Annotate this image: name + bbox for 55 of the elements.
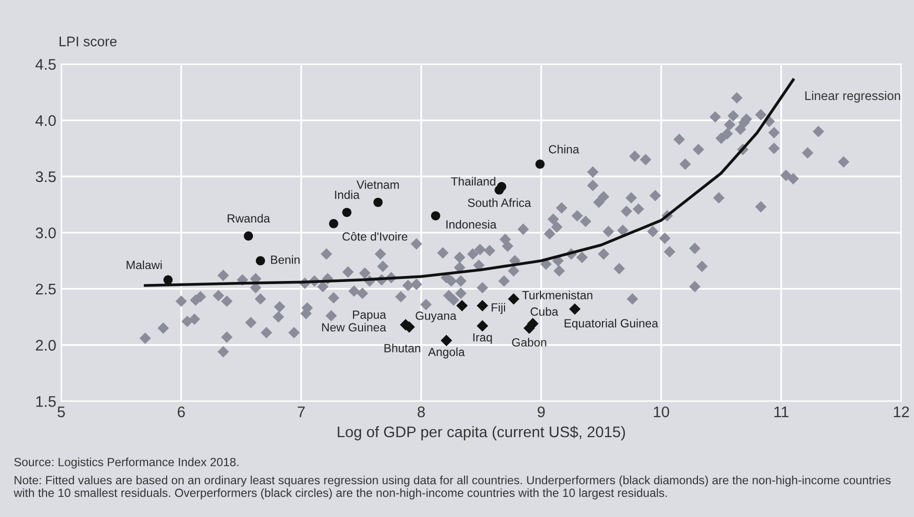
point: [256, 256, 266, 266]
x-axis-title: Log of GDP per capita (current US$, 2015): [338, 426, 625, 440]
data-label: Equatorial Guinea: [564, 318, 658, 330]
data-label: Malawi: [126, 260, 162, 270]
point: [476, 320, 488, 332]
data-label: Côte d'Ivoire: [342, 232, 408, 241]
x-tick-label: 10: [654, 406, 670, 418]
point: [440, 334, 452, 346]
data-label: Thailand: [451, 176, 496, 186]
point: [535, 160, 545, 169]
data-label: Bhutan: [384, 344, 420, 352]
point: [329, 219, 338, 228]
data-label: Benin: [271, 255, 300, 264]
x-tick-label: 7: [298, 406, 305, 418]
y-tick-label: 1.5: [36, 396, 56, 407]
data-label: Cuba: [530, 307, 558, 316]
x-tick-label: 6: [178, 406, 185, 418]
y-tick-label: 4.5: [35, 59, 56, 70]
data-label: Vietnam: [356, 180, 399, 189]
text: Note: Fitted values are based on an ordinary least squares regression using data for all countries. Underperformers (black diamonds) are the non-high-income countries with the 10 smallest residuals. Overperformers (black circles) are the non-high-income countries with the 10 largest residuals.: [14, 476, 891, 500]
x-tick-label: 8: [418, 406, 425, 418]
data-label: Rwanda: [228, 214, 270, 223]
y-tick-label: 3.5: [36, 171, 56, 182]
y-tick-label: 3.0: [36, 228, 56, 238]
data-label: Angola: [428, 347, 465, 358]
point: [508, 293, 520, 305]
point: [456, 300, 468, 312]
data-label: Turkmenistan: [522, 290, 592, 300]
point: [476, 300, 488, 312]
data-label: Guyana: [416, 312, 456, 322]
data-label: India: [335, 190, 360, 199]
point: [431, 211, 440, 220]
data-label: Iraq: [473, 333, 492, 344]
y-tick-label: 2.5: [36, 284, 56, 295]
data-label: Fiji: [492, 302, 506, 314]
point: [342, 208, 352, 218]
data-label: China: [548, 144, 580, 154]
data-label: Papua New Guinea: [322, 310, 386, 332]
y-tick-label: 4.0: [35, 115, 56, 126]
series-label: Linear regression: [805, 90, 900, 103]
point: [244, 231, 254, 241]
x-tick-label: 11: [774, 406, 788, 418]
point: [373, 198, 383, 207]
y-tick-label: 2.0: [36, 340, 56, 351]
data-label: Indonesia: [446, 220, 497, 229]
x-tick-label: 5: [58, 406, 65, 418]
y-axis-title: LPI score: [60, 36, 117, 46]
point: [163, 275, 173, 284]
x-tick-label: 9: [538, 406, 545, 418]
point: [494, 185, 504, 195]
data-label: Gabon: [512, 338, 546, 347]
x-tick-label: 12: [894, 406, 909, 418]
data-label: South Africa: [468, 198, 532, 207]
source-note: Source: Logistics Performance Index 2018.: [14, 458, 238, 469]
point: [569, 303, 581, 315]
